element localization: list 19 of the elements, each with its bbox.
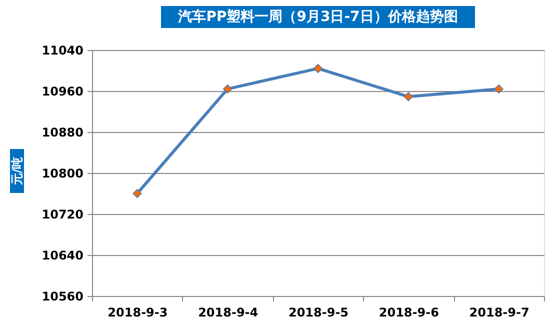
y-axis-title: 元/吨 <box>10 156 24 186</box>
chart-title: 汽车PP塑料一周（9月3日-7日）价格趋势图 <box>177 8 458 25</box>
x-tick-label: 2018-9-3 <box>108 306 168 320</box>
y-tick-label: 10560 <box>42 290 84 304</box>
x-tick-label: 2018-9-4 <box>198 306 258 320</box>
y-tick-label: 10720 <box>42 208 84 222</box>
point <box>132 188 142 198</box>
y-tick-label: 10880 <box>42 126 84 140</box>
point <box>494 84 504 94</box>
y-tick-label: 10800 <box>42 166 84 180</box>
x-tick-label: 2018-9-5 <box>288 306 349 320</box>
x-tick-label: 2018-9-7 <box>469 306 530 320</box>
point <box>404 92 413 102</box>
y-tick-label: 10640 <box>42 248 84 262</box>
point <box>223 84 232 94</box>
point <box>313 64 323 74</box>
x-tick-label: 2018-9-6 <box>378 306 439 320</box>
y-tick-label: 11040 <box>42 44 84 58</box>
y-tick-label: 10960 <box>42 84 84 98</box>
